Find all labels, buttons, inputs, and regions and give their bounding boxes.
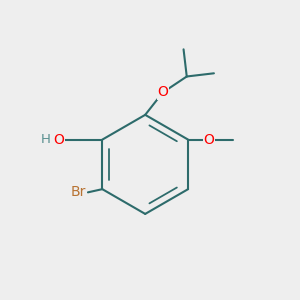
Text: O: O [157, 85, 168, 100]
Text: H: H [41, 133, 51, 146]
Text: Br: Br [70, 185, 86, 199]
Text: O: O [203, 133, 214, 147]
Text: O: O [54, 133, 64, 147]
